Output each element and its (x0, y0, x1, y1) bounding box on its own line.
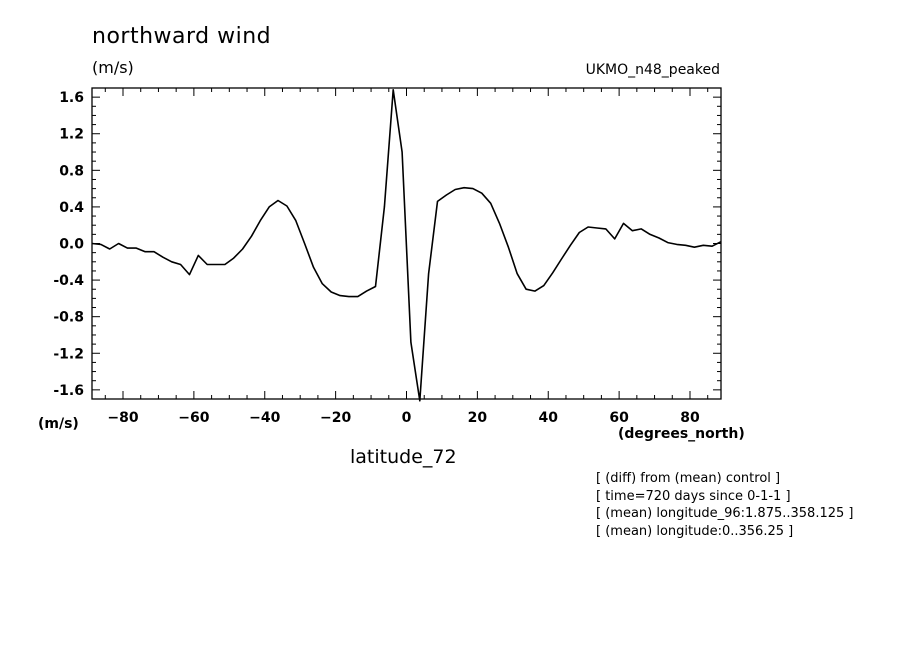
dataset-label: UKMO_n48_peaked (585, 62, 720, 78)
note-line: [ (mean) longitude:0..356.25 ] (596, 523, 794, 539)
x-tick-label: −60 (178, 410, 209, 426)
x-tick-label: 0 (402, 410, 412, 426)
x-tick-label: −20 (320, 410, 351, 426)
axis-tick-labels: −80 −60 −40 −20 0 20 40 60 80 -1.6 -1.2 -0.8 -0.4 0.0… (53, 90, 700, 426)
y-tick-label: 1.6 (59, 90, 84, 106)
note-line: [ time=720 days since 0-1-1 ] (596, 488, 791, 504)
chart-title: northward wind (92, 24, 272, 49)
y-tick-label: 0.8 (59, 163, 84, 179)
series-line (91, 89, 722, 402)
chart-units: (m/s) (92, 58, 134, 77)
y-tick-label: 0.0 (59, 237, 84, 253)
x-axis-unit: (degrees_north) (618, 426, 745, 442)
x-tick-label: −80 (107, 410, 138, 426)
y-tick-label: -1.2 (53, 346, 84, 362)
x-tick-label: 80 (680, 410, 700, 426)
x-tick-label: 60 (609, 410, 629, 426)
y-tick-label: -1.6 (53, 383, 84, 399)
y-tick-label: 1.2 (59, 127, 84, 143)
note-line: [ (mean) longitude_96:1.875..358.125 ] (596, 506, 854, 521)
x-tick-label: 20 (468, 410, 488, 426)
x-tick-label: −40 (249, 410, 280, 426)
y-tick-label: -0.8 (53, 310, 84, 326)
y-tick-label: 0.4 (59, 200, 84, 216)
axis-ticks (92, 88, 721, 399)
y-tick-label: -0.4 (53, 273, 84, 289)
x-tick-label: 40 (539, 410, 559, 426)
note-line: [ (diff) from (mean) control ] (596, 471, 781, 486)
metadata-notes: [ (diff) from (mean) control ] [ time=72… (596, 470, 853, 540)
y-axis-unit: (m/s) (38, 416, 79, 432)
x-axis-label: latitude_72 (350, 446, 457, 468)
